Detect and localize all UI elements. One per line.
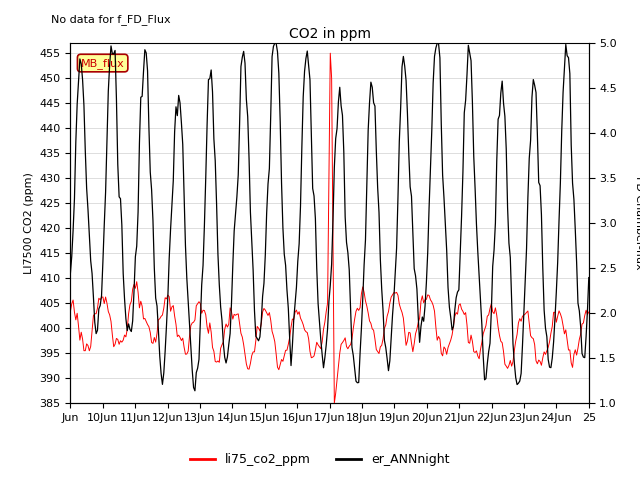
Text: No data for f_FD_Flux: No data for f_FD_Flux xyxy=(51,14,171,25)
Y-axis label: LI7500 CO2 (ppm): LI7500 CO2 (ppm) xyxy=(24,172,34,274)
Legend: li75_co2_ppm, er_ANNnight: li75_co2_ppm, er_ANNnight xyxy=(186,448,454,471)
Title: CO2 in ppm: CO2 in ppm xyxy=(289,27,371,41)
Y-axis label: FD Chamber-flux: FD Chamber-flux xyxy=(634,176,640,270)
Text: MB_flux: MB_flux xyxy=(81,58,125,69)
